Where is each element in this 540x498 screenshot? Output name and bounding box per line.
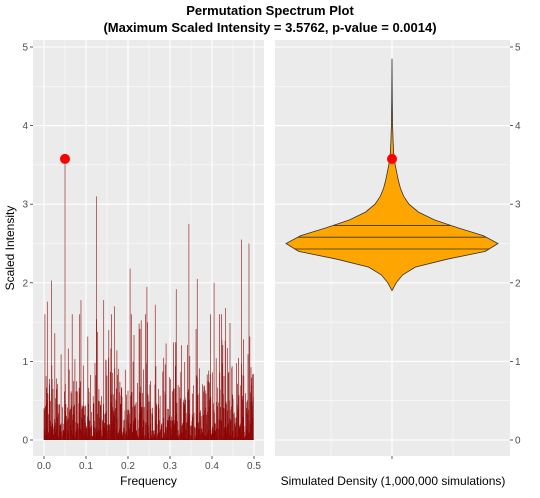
left-x-tick-label: 0.3 [163,461,177,472]
left-y-tick-label: 4 [22,121,28,132]
chart-title: Permutation Spectrum Plot [186,3,354,18]
left-x-tick-label: 0.2 [121,461,135,472]
left-y-tick-label: 1 [22,357,28,368]
left-panel: 0 1 2 3 4 5 0.0 0.1 0.2 0.3 0.4 0.5 [22,40,264,472]
left-panel-background [33,40,264,456]
left-y-tick-label: 3 [22,200,28,211]
right-y-tick-label: 1 [515,357,521,368]
right-y-tick-label: 4 [515,121,521,132]
right-y-tick-label: 3 [515,200,521,211]
left-x-tick-label: 0.5 [247,461,261,472]
left-y-tick-label: 0 [22,436,28,447]
observed-peak-point [60,153,70,164]
right-x-axis-label: Simulated Density (1,000,000 simulations… [281,474,506,488]
left-x-tick-label: 0.1 [79,461,93,472]
left-x-axis-label: Frequency [120,474,177,488]
chart-subtitle: (Maximum Scaled Intensity = 3.5762, p-va… [103,20,436,35]
observed-value-point [387,153,397,164]
right-panel: 0 1 2 3 4 5 [275,40,521,459]
left-y-tick-label: 2 [22,278,28,289]
left-y-tick-label: 5 [22,43,28,54]
spectrum-bars [43,158,255,440]
right-y-tick-label: 5 [515,43,521,54]
right-y-tick-label: 2 [515,278,521,289]
left-x-tick-label: 0.0 [37,461,51,472]
right-y-tick-label: 0 [515,436,521,447]
y-axis-label: Scaled Intensity [3,206,17,291]
violin-shape [285,58,499,292]
left-x-tick-label: 0.4 [205,461,219,472]
